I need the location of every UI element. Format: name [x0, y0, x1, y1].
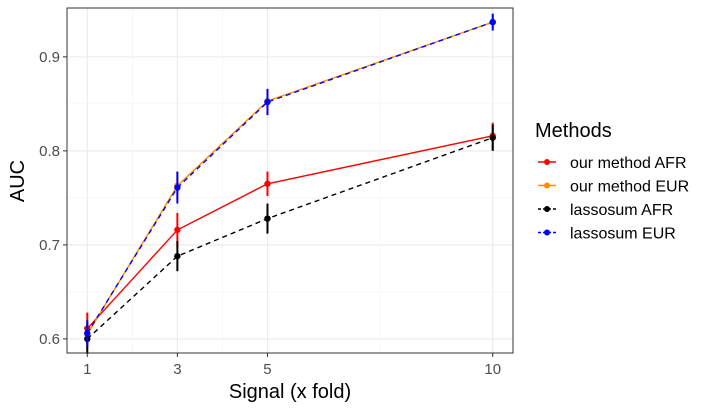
- series-0-point-2: [264, 180, 271, 187]
- series-3-line: [86, 21, 493, 334]
- y-axis: 0.6 0.7 0.8 0.9: [39, 49, 67, 348]
- series-3-point-3: [489, 18, 496, 26]
- x-axis-title: Signal (x fold): [229, 381, 351, 403]
- legend-entry-3: lassosum EUR: [538, 226, 676, 243]
- y-tick-label-3: 0.9: [39, 49, 60, 66]
- x-tick-label-2: 5: [263, 361, 271, 378]
- legend-entry-1: our method EUR: [538, 179, 689, 196]
- legend-entry-2: lassosum AFR: [538, 202, 673, 219]
- series-0-line: [86, 135, 493, 330]
- legend-key-point-0: [544, 159, 550, 165]
- legend-entry-0: our method AFR: [538, 155, 687, 172]
- y-tick-label-1: 0.7: [39, 237, 60, 254]
- series-layer: [84, 13, 496, 354]
- series-3-point-0: [84, 330, 91, 337]
- legend-title: Methods: [535, 120, 612, 142]
- plot-panel: [67, 8, 513, 353]
- series-2-point-1: [174, 252, 181, 260]
- legend: Methods our method AFR our method EUR lass…: [535, 120, 689, 243]
- legend-label-0: our method AFR: [570, 155, 687, 172]
- series-2-line: [86, 137, 493, 340]
- series-2-point-2: [264, 215, 271, 222]
- legend-key-point-3: [544, 229, 550, 236]
- minor-gridlines: [67, 8, 513, 353]
- legend-key-point-2: [544, 206, 550, 212]
- series-3-point-1: [174, 184, 181, 191]
- series-3: [84, 13, 496, 347]
- x-tick-label-1: 3: [173, 361, 181, 378]
- x-axis: 1 3 5 10: [83, 353, 501, 378]
- series-0-point-1: [174, 226, 181, 234]
- x-tick-label-0: 1: [83, 361, 91, 378]
- legend-key-point-1: [544, 182, 550, 189]
- series-2-point-3: [489, 134, 496, 141]
- legend-label-3: lassosum EUR: [570, 226, 676, 243]
- x-tick-label-3: 10: [484, 361, 501, 378]
- y-axis-title: AUC: [7, 160, 29, 202]
- legend-label-1: our method EUR: [570, 179, 689, 196]
- y-tick-label-2: 0.8: [39, 143, 60, 160]
- series-3-point-2: [264, 98, 271, 106]
- plot-border: [66, 7, 514, 354]
- legend-label-2: lassosum AFR: [570, 202, 673, 219]
- y-tick-label-0: 0.6: [39, 331, 60, 348]
